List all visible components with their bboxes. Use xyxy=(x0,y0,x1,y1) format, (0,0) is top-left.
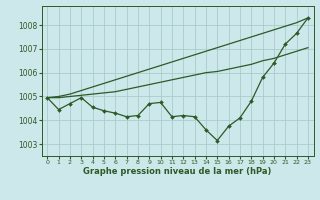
X-axis label: Graphe pression niveau de la mer (hPa): Graphe pression niveau de la mer (hPa) xyxy=(84,167,272,176)
